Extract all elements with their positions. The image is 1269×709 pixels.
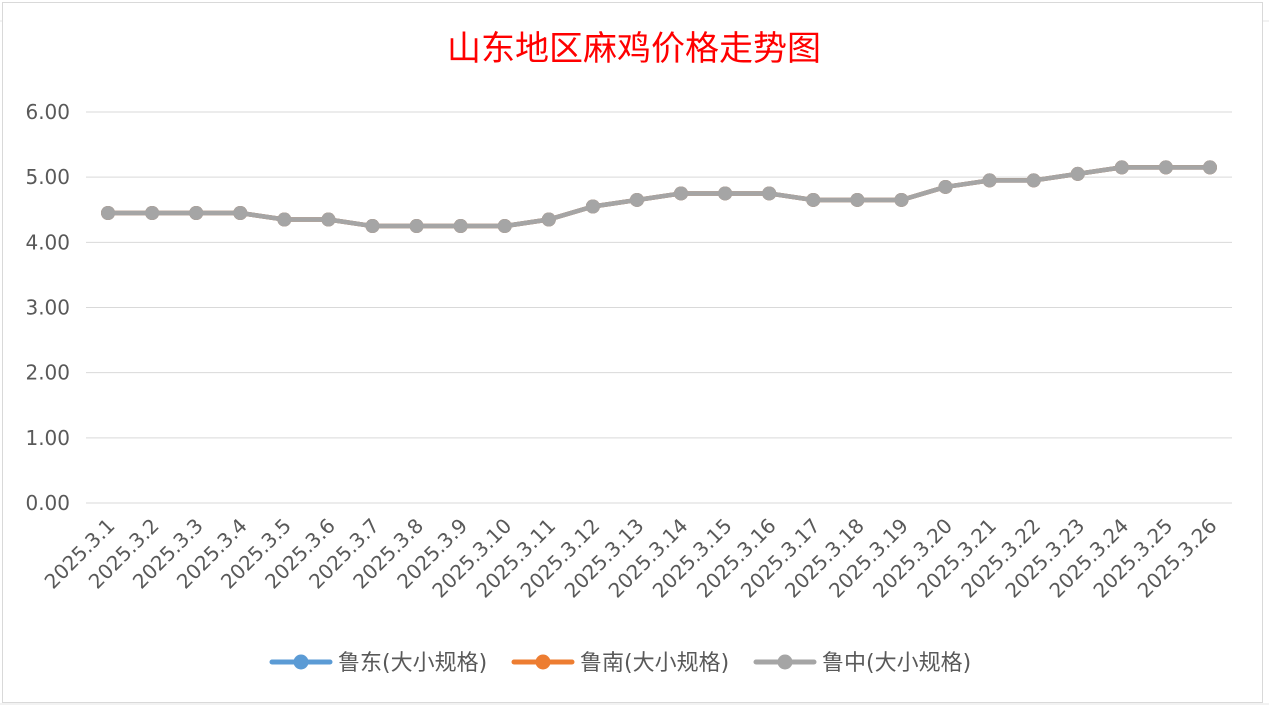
legend-swatch-marker [535,654,551,670]
data-point [938,179,953,194]
data-point [1070,166,1085,181]
data-point [629,192,644,207]
legend: 鲁东(大小规格) 鲁南(大小规格) 鲁中(大小规格) [269,651,971,676]
y-tick-label: 0.00 [25,491,70,515]
data-point [982,173,997,188]
data-point [806,192,821,207]
legend-item: 鲁中(大小规格) [753,651,971,676]
data-point [674,186,689,201]
y-tick-label: 2.00 [25,361,70,385]
data-point [1114,160,1129,175]
data-point [718,186,733,201]
series-layer [101,160,1217,234]
legend-label: 鲁中(大小规格) [822,651,971,676]
series [101,160,1217,234]
data-point [365,219,380,234]
data-point [101,206,116,221]
data-point [321,212,336,227]
data-point [189,206,204,221]
legend-swatch-marker [293,654,309,670]
data-point [850,192,865,207]
data-point [1026,173,1041,188]
y-tick-label: 6.00 [25,100,70,124]
data-point [585,199,600,214]
legend-label: 鲁东(大小规格) [338,651,487,676]
y-tick-label: 5.00 [25,165,70,189]
chart-title: 山东地区麻鸡价格走势图 [447,29,821,69]
y-tick-label: 1.00 [25,426,70,450]
legend-item: 鲁南(大小规格) [511,651,729,676]
data-point [497,219,512,234]
data-point [541,212,556,227]
y-axis-ticks: 0.00 1.00 2.00 3.00 4.00 5.00 6.00 [25,100,70,515]
data-point [409,219,424,234]
x-axis-ticks: 2025.3.12025.3.22025.3.32025.3.42025.3.5… [40,514,1222,603]
data-point [145,206,160,221]
data-point [233,206,248,221]
data-point [453,219,468,234]
data-point [894,192,909,207]
legend-swatch-marker [777,654,793,670]
legend-label: 鲁南(大小规格) [580,651,729,676]
series-line [108,165,1210,229]
legend-item: 鲁东(大小规格) [269,651,487,676]
data-point [1158,160,1173,175]
data-point [762,186,777,201]
y-tick-label: 3.00 [25,296,70,320]
data-point [277,212,292,227]
y-tick-label: 4.00 [25,230,70,254]
gridlines [86,111,1232,504]
data-point [1202,160,1217,175]
